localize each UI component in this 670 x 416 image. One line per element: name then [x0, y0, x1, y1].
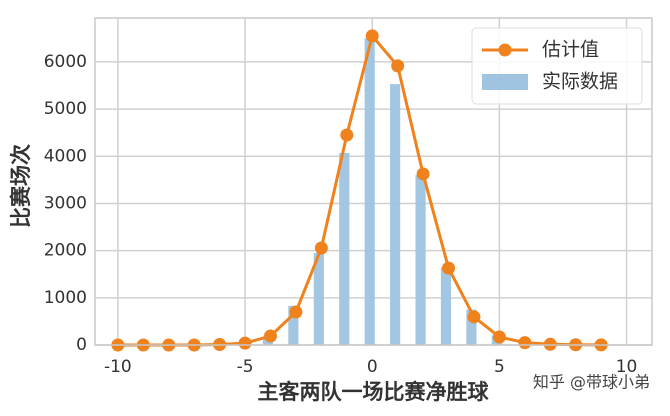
- y-tick-label: 5000: [44, 99, 87, 119]
- point: [289, 305, 303, 319]
- point: [314, 241, 328, 255]
- point: [238, 336, 252, 350]
- point: [518, 336, 532, 350]
- legend-label: 估计值: [542, 39, 599, 61]
- y-tick-label: 4000: [44, 146, 87, 166]
- point: [442, 261, 456, 275]
- point: [340, 128, 354, 142]
- legend-swatch: [482, 74, 528, 90]
- y-tick-label: 2000: [44, 241, 87, 261]
- bar: [313, 252, 324, 345]
- point: [391, 59, 405, 73]
- bar: [415, 175, 426, 345]
- x-tick-label: -5: [237, 357, 254, 377]
- bar: [466, 309, 477, 345]
- y-axis-label: 比赛场次: [9, 144, 33, 228]
- x-tick-label: 0: [367, 357, 378, 377]
- bar: [288, 305, 299, 345]
- bar: [390, 84, 401, 345]
- point: [365, 29, 379, 43]
- point: [492, 330, 506, 344]
- point: [416, 167, 430, 181]
- legend-swatch: [498, 43, 512, 57]
- point: [467, 310, 481, 324]
- legend-label: 实际数据: [542, 71, 618, 93]
- x-tick-label: 10: [616, 357, 638, 377]
- plot-frame: [94, 17, 653, 346]
- watermark: 知乎 @带球小弟: [533, 373, 650, 392]
- bar: [440, 267, 452, 345]
- y-tick-label: 0: [76, 335, 87, 355]
- x-axis-label: 主客两队一场比赛净胜球: [258, 380, 490, 404]
- point: [263, 329, 277, 343]
- x-tick-label: -10: [104, 357, 132, 377]
- bar: [364, 38, 375, 346]
- x-tick-label: 5: [494, 357, 505, 377]
- y-tick-label: 1000: [44, 288, 87, 308]
- y-tick-label: 3000: [44, 193, 87, 213]
- bar: [339, 152, 350, 345]
- y-tick-label: 6000: [44, 52, 87, 72]
